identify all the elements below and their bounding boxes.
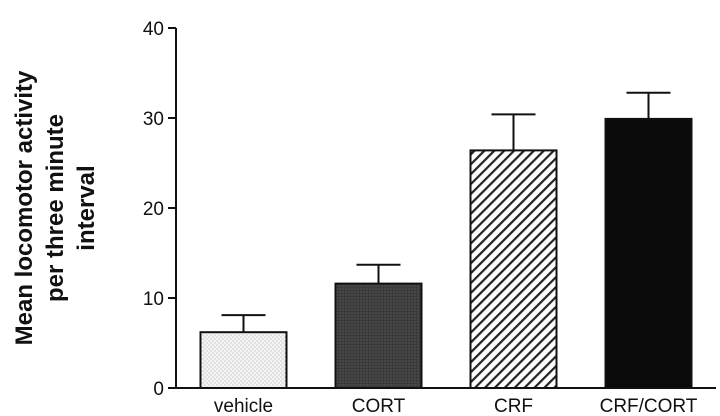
bar-crf-cort bbox=[604, 117, 693, 390]
x-axis-category-labels: vehicle CORT CRF CRF/CORT bbox=[214, 396, 698, 416]
x-category-label: CRF/CORT bbox=[600, 396, 698, 416]
y-tick-label: 20 bbox=[143, 199, 164, 220]
x-category-label: CRF bbox=[494, 396, 533, 416]
y-tick-label: 30 bbox=[143, 109, 164, 130]
y-tick-label: 40 bbox=[143, 19, 164, 40]
bar-cort bbox=[334, 282, 423, 390]
y-axis-title-line-1: Mean locomotor activity bbox=[11, 70, 38, 345]
x-category-label: vehicle bbox=[214, 396, 273, 416]
bar-vehicle bbox=[199, 331, 288, 390]
bar-crf bbox=[469, 149, 558, 389]
y-tick-label: 0 bbox=[153, 379, 164, 400]
error-bars bbox=[221, 91, 671, 333]
y-axis-title-line-3: interval bbox=[73, 165, 100, 250]
y-tick-label: 10 bbox=[143, 289, 164, 310]
y-axis-title-line-2: per three minute bbox=[42, 114, 69, 302]
x-category-label: CORT bbox=[352, 396, 406, 416]
y-axis-ticks: 0 10 20 30 40 bbox=[143, 19, 176, 400]
y-axis-title: Mean locomotor activity per three minute… bbox=[11, 70, 100, 345]
bars bbox=[199, 117, 693, 390]
